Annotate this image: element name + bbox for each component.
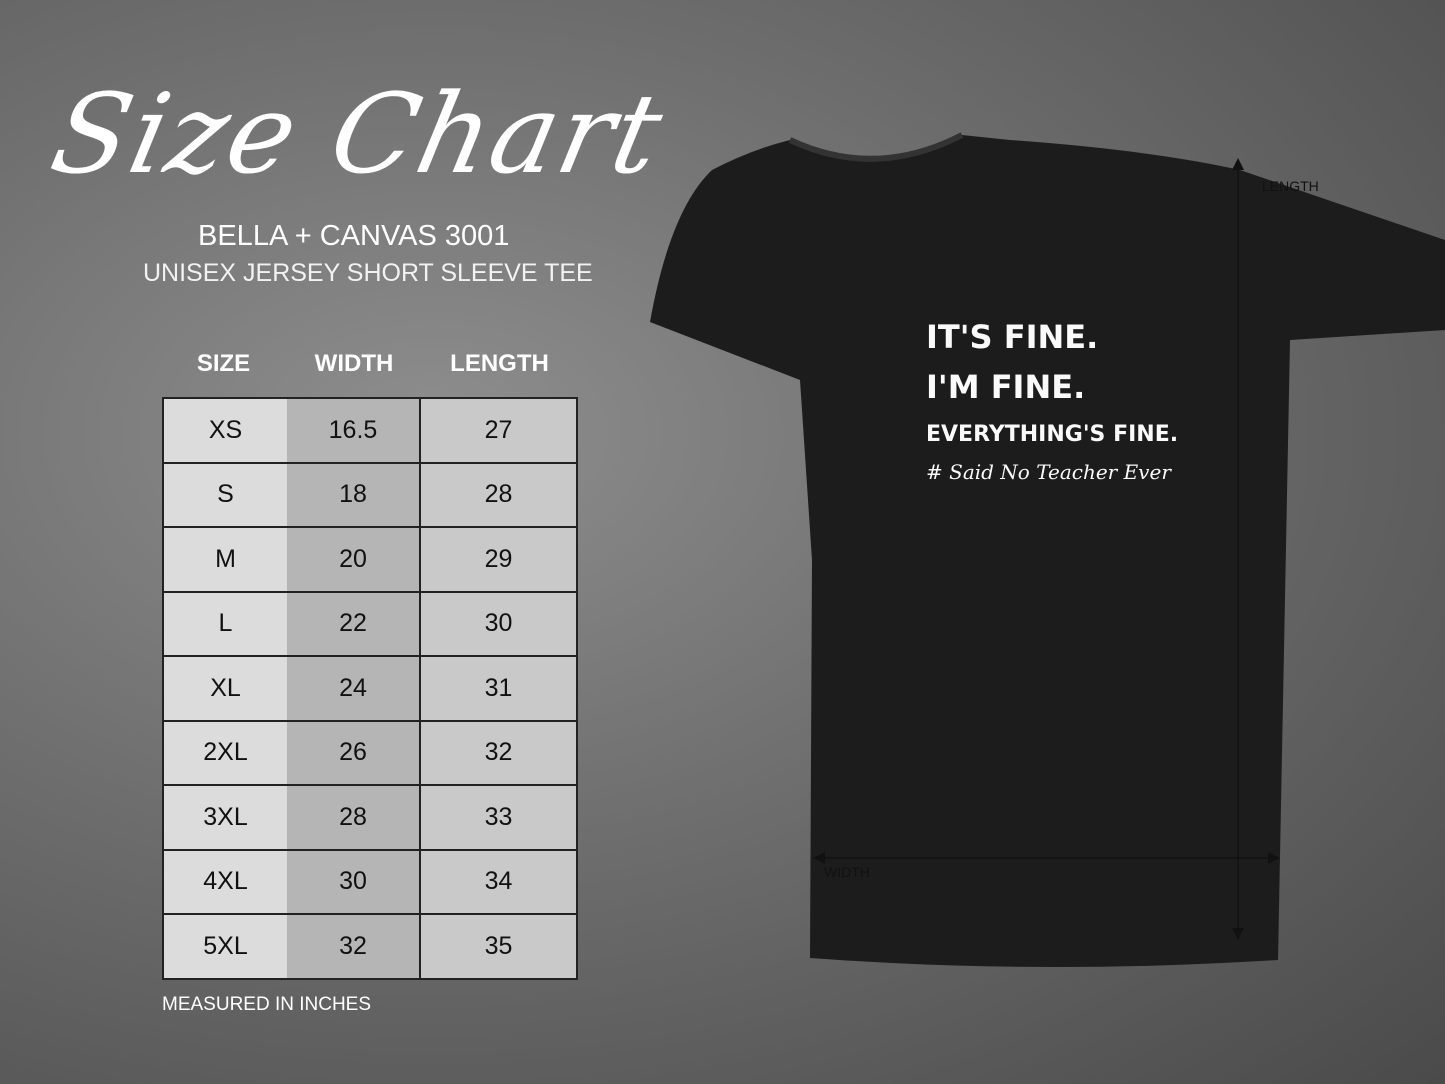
table-row: 3XL 28 33 <box>162 784 578 851</box>
size-cell: L <box>162 590 287 657</box>
length-cell: 28 <box>419 461 578 528</box>
size-cell: 4XL <box>162 848 287 915</box>
table-row: 2XL 26 32 <box>162 719 578 786</box>
brand-model: BELLA + CANVAS 3001 <box>198 220 510 252</box>
column-header-size: SIZE <box>196 350 251 377</box>
table-row: 4XL 30 34 <box>162 848 578 915</box>
length-label: LENGTH <box>1262 178 1319 194</box>
print-line-3: EVERYTHING'S FINE. <box>926 422 1179 447</box>
size-cell: XL <box>162 655 287 722</box>
width-cell: 24 <box>287 655 421 722</box>
width-cell: 28 <box>287 784 421 851</box>
width-cell: 20 <box>287 526 421 593</box>
print-line-1: IT'S FINE. <box>926 318 1099 356</box>
column-header-length: LENGTH <box>450 350 549 377</box>
length-cell: 27 <box>419 397 578 464</box>
table-row: M 20 29 <box>162 526 578 593</box>
width-arrow-head-left <box>813 852 825 864</box>
width-label: WIDTH <box>824 864 870 880</box>
product-subtitle: UNISEX JERSEY SHORT SLEEVE TEE <box>143 259 593 287</box>
length-arrow-head-top <box>1232 158 1244 170</box>
size-cell: S <box>162 461 287 528</box>
size-cell: 3XL <box>162 784 287 851</box>
table-row: XS 16.5 27 <box>162 397 578 464</box>
width-cell: 32 <box>287 913 421 980</box>
length-cell: 33 <box>419 784 578 851</box>
size-cell: 5XL <box>162 913 287 980</box>
width-cell: 16.5 <box>287 397 421 464</box>
collar <box>788 132 964 162</box>
print-line-4: # Said No Teacher Ever <box>926 460 1171 484</box>
table-row: 5XL 32 35 <box>162 913 578 980</box>
width-arrow-head-right <box>1268 852 1280 864</box>
width-cell: 18 <box>287 461 421 528</box>
length-cell: 29 <box>419 526 578 593</box>
size-table: XS 16.5 27 S 18 28 M 20 29 L 22 30 XL 24 31 2XL 26 32 3XL 2… <box>162 397 578 980</box>
length-cell: 32 <box>419 719 578 786</box>
width-cell: 26 <box>287 719 421 786</box>
table-row: XL 24 31 <box>162 655 578 722</box>
length-cell: 30 <box>419 590 578 657</box>
length-cell: 35 <box>419 913 578 980</box>
length-cell: 31 <box>419 655 578 722</box>
table-row: L 22 30 <box>162 590 578 657</box>
width-cell: 22 <box>287 590 421 657</box>
table-row: S 18 28 <box>162 461 578 528</box>
column-header-width: WIDTH <box>314 350 394 377</box>
print-line-2: I'M FINE. <box>926 368 1086 406</box>
size-cell: M <box>162 526 287 593</box>
width-cell: 30 <box>287 848 421 915</box>
length-cell: 34 <box>419 848 578 915</box>
tshirt-shape <box>650 135 1445 968</box>
length-arrow-head-bottom <box>1232 928 1244 940</box>
size-cell: 2XL <box>162 719 287 786</box>
units-note: MEASURED IN INCHES <box>162 994 372 1015</box>
size-cell: XS <box>162 397 287 464</box>
